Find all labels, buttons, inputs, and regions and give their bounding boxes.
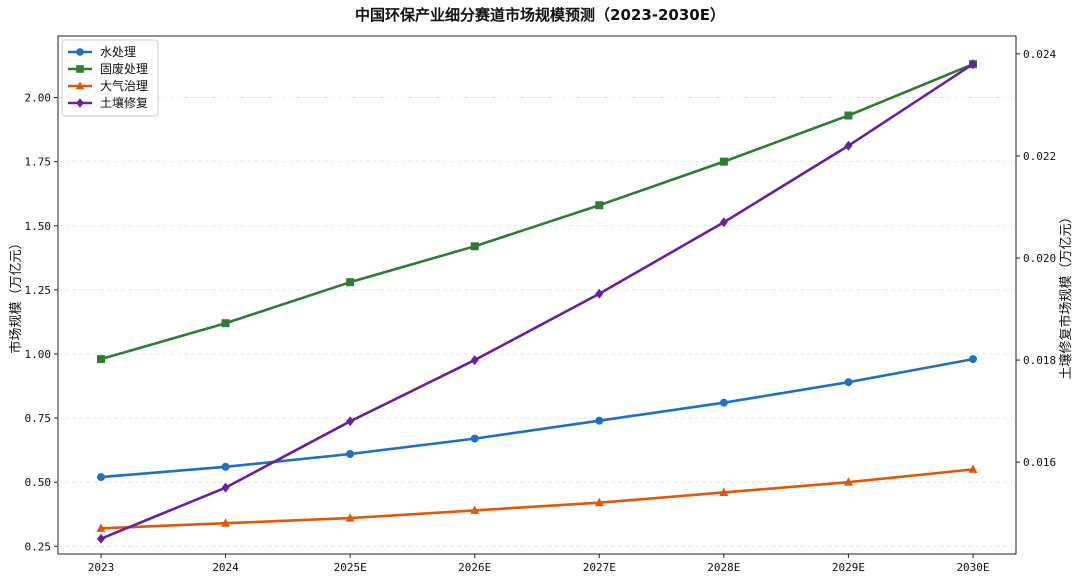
y-tick-label-left: 2.00 bbox=[25, 92, 52, 105]
data-point bbox=[76, 48, 84, 56]
series-line bbox=[100, 357, 974, 479]
data-point bbox=[595, 201, 604, 210]
data-point bbox=[221, 482, 230, 493]
y-tick-label-right: 0.022 bbox=[1023, 150, 1056, 163]
x-tick-label: 2029E bbox=[832, 561, 865, 574]
data-point bbox=[719, 487, 729, 496]
data-point bbox=[76, 98, 84, 108]
x-tick-label: 2028E bbox=[707, 561, 740, 574]
x-tick-label: 2027E bbox=[583, 561, 616, 574]
series-line bbox=[100, 62, 974, 540]
data-point bbox=[470, 434, 479, 443]
data-point bbox=[470, 505, 480, 514]
y-tick-label-left: 1.25 bbox=[25, 284, 52, 297]
legend-item: 水处理 bbox=[68, 45, 136, 59]
y-tick-label-left: 1.50 bbox=[25, 220, 52, 233]
x-tick-label: 2023 bbox=[88, 561, 115, 574]
series-layer bbox=[96, 59, 978, 544]
data-point bbox=[75, 81, 85, 90]
x-tick-label: 2025E bbox=[334, 561, 367, 574]
data-point bbox=[719, 398, 728, 407]
y-tick-label-left: 0.75 bbox=[25, 412, 52, 425]
legend-item: 土壤修复 bbox=[68, 95, 148, 110]
data-point bbox=[595, 416, 604, 425]
data-point bbox=[96, 523, 106, 532]
data-point bbox=[719, 157, 728, 166]
data-point bbox=[76, 65, 84, 73]
plot-frame bbox=[57, 35, 1017, 555]
legend-label: 水处理 bbox=[100, 45, 136, 59]
y-axis-label-right: 土壤修复市场规模（万亿元） bbox=[1058, 210, 1074, 379]
data-point bbox=[97, 355, 105, 364]
x-tick-label: 2026E bbox=[458, 561, 491, 574]
data-point bbox=[844, 111, 853, 120]
series-line bbox=[100, 468, 974, 530]
data-point bbox=[969, 355, 977, 364]
y-tick-label-left: 1.00 bbox=[25, 348, 52, 361]
data-point bbox=[346, 278, 355, 287]
y-axis-label-left: 市场规模（万亿元） bbox=[8, 236, 24, 353]
y-tick-label-right: 0.018 bbox=[1023, 354, 1056, 367]
data-point bbox=[969, 59, 977, 70]
data-point bbox=[844, 140, 853, 151]
axes: 0.25 0.50 0.75 1.00 1.25 1.50 1.75 2.00 0.016 0.0… bbox=[25, 48, 1057, 574]
legend-label: 土壤修复 bbox=[100, 95, 148, 110]
y-tick-label-right: 0.024 bbox=[1023, 48, 1056, 61]
data-point bbox=[97, 533, 105, 544]
data-point bbox=[470, 355, 479, 366]
y-tick-label-left: 0.25 bbox=[25, 540, 52, 553]
data-point bbox=[221, 518, 231, 527]
data-point bbox=[346, 416, 355, 427]
series-line bbox=[100, 63, 974, 361]
series-diamond bbox=[97, 59, 977, 544]
data-point bbox=[968, 464, 978, 473]
y-tick-label-right: 0.020 bbox=[1023, 252, 1056, 265]
data-point bbox=[719, 217, 728, 228]
x-tick-label: 2024 bbox=[212, 561, 239, 574]
x-tick-label: 2030E bbox=[956, 561, 989, 574]
data-point bbox=[470, 242, 479, 251]
series-triangle bbox=[96, 464, 978, 532]
chart-title: 中国环保产业细分赛道市场规模预测（2023-2030E） bbox=[355, 6, 725, 24]
legend-item: 固废处理 bbox=[68, 61, 148, 76]
data-point bbox=[844, 378, 853, 387]
legend-item: 大气治理 bbox=[68, 78, 148, 93]
data-point bbox=[221, 462, 230, 471]
y-tick-label-right: 0.016 bbox=[1023, 456, 1056, 469]
series-circle bbox=[97, 355, 977, 482]
data-point bbox=[346, 449, 355, 458]
data-point bbox=[595, 288, 604, 299]
data-point bbox=[345, 513, 355, 522]
legend-label: 固废处理 bbox=[100, 61, 148, 76]
data-point bbox=[594, 497, 604, 507]
series-square bbox=[97, 60, 977, 364]
data-point bbox=[843, 477, 853, 486]
data-point bbox=[221, 319, 230, 328]
y-tick-label-left: 1.75 bbox=[25, 156, 52, 169]
data-point bbox=[97, 473, 105, 482]
y-tick-label-left: 0.50 bbox=[25, 476, 52, 489]
legend-label: 大气治理 bbox=[100, 78, 148, 93]
legend-box bbox=[61, 39, 159, 117]
